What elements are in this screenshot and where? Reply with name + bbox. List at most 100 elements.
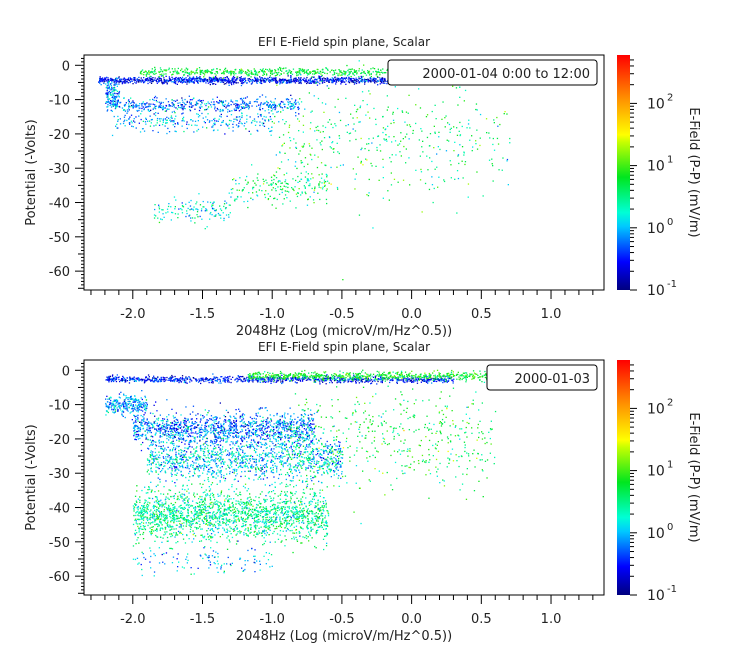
data-point <box>323 137 326 139</box>
data-point <box>390 172 392 174</box>
data-point <box>196 201 198 203</box>
data-point <box>143 378 145 381</box>
data-point <box>232 130 234 132</box>
data-point <box>108 377 110 379</box>
data-point <box>449 160 451 162</box>
data-point <box>322 381 324 383</box>
data-point <box>145 380 147 382</box>
data-point <box>283 67 285 69</box>
data-point <box>317 192 319 194</box>
data-point <box>324 126 327 129</box>
data-point <box>302 379 304 381</box>
data-point <box>148 73 150 75</box>
data-point <box>322 131 324 133</box>
data-point <box>220 124 222 126</box>
data-point <box>438 176 440 178</box>
data-point <box>372 80 375 82</box>
data-point <box>130 114 133 116</box>
data-point <box>306 80 308 83</box>
data-point <box>207 70 210 72</box>
data-point <box>211 204 213 206</box>
data-point <box>327 77 329 80</box>
data-point <box>205 378 207 380</box>
data-point <box>181 209 183 211</box>
data-point <box>106 90 108 92</box>
data-point <box>150 380 152 382</box>
data-point <box>236 104 238 106</box>
data-point <box>420 171 423 173</box>
data-point <box>243 80 246 83</box>
data-point <box>289 147 291 149</box>
data-point <box>164 125 166 127</box>
data-point <box>406 124 408 126</box>
data-point <box>257 380 260 382</box>
data-point <box>211 72 213 74</box>
data-point <box>186 378 188 380</box>
data-point <box>183 120 185 122</box>
data-point <box>298 68 300 70</box>
data-point <box>171 211 173 214</box>
data-point <box>164 107 166 109</box>
data-point <box>306 72 308 74</box>
data-point <box>163 378 166 380</box>
data-point <box>227 108 229 111</box>
data-point <box>214 380 216 382</box>
data-point <box>158 204 160 206</box>
data-point <box>123 104 126 106</box>
data-point <box>292 107 295 110</box>
data-point <box>240 109 242 111</box>
data-point <box>213 77 215 79</box>
data-point <box>188 123 190 126</box>
data-point <box>426 114 429 116</box>
data-point <box>492 137 494 140</box>
data-point <box>326 78 328 80</box>
data-point <box>105 102 107 104</box>
data-point <box>314 82 317 84</box>
data-point <box>276 379 278 382</box>
data-point <box>241 376 243 378</box>
data-point <box>251 79 253 82</box>
data-point <box>263 80 266 82</box>
data-point <box>133 102 135 104</box>
data-point <box>225 214 228 216</box>
data-point <box>164 69 166 72</box>
data-point <box>252 378 254 380</box>
data-point <box>449 128 451 131</box>
data-point <box>198 379 201 382</box>
data-point <box>375 123 377 126</box>
data-point <box>172 81 174 83</box>
data-point <box>328 87 330 89</box>
data-point <box>263 122 265 124</box>
data-point <box>376 149 378 151</box>
data-point <box>149 379 151 381</box>
data-point <box>292 178 294 180</box>
data-point <box>175 82 177 85</box>
data-point <box>184 69 186 71</box>
data-point <box>135 116 137 118</box>
data-point <box>212 381 214 383</box>
data-point <box>482 195 484 197</box>
data-point <box>187 72 189 74</box>
data-point <box>297 118 299 120</box>
data-point <box>241 71 243 73</box>
data-point <box>426 379 428 381</box>
data-point <box>128 77 130 79</box>
data-point <box>111 78 113 80</box>
data-point <box>213 376 215 378</box>
data-point <box>145 79 147 81</box>
data-point <box>286 82 288 84</box>
data-point <box>164 80 166 82</box>
data-point <box>228 192 230 194</box>
data-point <box>424 380 426 382</box>
data-point <box>147 105 149 108</box>
data-point <box>246 121 248 123</box>
data-point <box>130 102 132 105</box>
data-point <box>306 82 308 85</box>
data-point <box>325 198 328 201</box>
data-point <box>150 72 152 74</box>
data-point <box>392 111 394 113</box>
data-point <box>111 80 113 82</box>
data-point <box>278 79 280 82</box>
data-point <box>206 69 209 71</box>
data-point <box>364 81 366 83</box>
